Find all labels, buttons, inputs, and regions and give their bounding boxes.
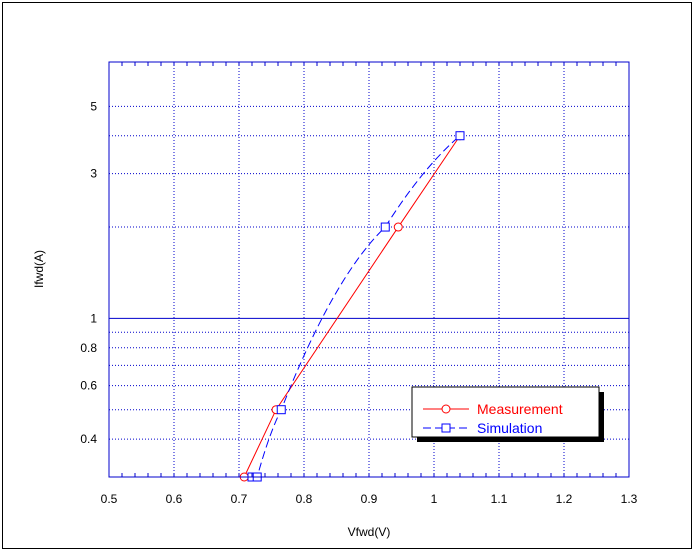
x-tick-label: 1.3 — [621, 492, 638, 506]
y-axis-label: Ifwd(A) — [32, 250, 46, 288]
x-tick-label: 1 — [431, 492, 438, 506]
data-point-simulation — [276, 405, 286, 415]
y-tick-label: 1 — [90, 311, 97, 325]
ticks: 0.5 0.6 0.7 0.8 0.9 1 1.1 1.2 1.3 0.4 0.6 0.8 1 3 5 — [80, 62, 638, 506]
y-tick-label: 0.4 — [80, 432, 97, 446]
legend-measurement-label: Measurement — [477, 401, 563, 417]
x-tick-label: 1.1 — [491, 492, 508, 506]
data-point-simulation — [380, 222, 390, 232]
x-tick-label: 0.7 — [231, 492, 248, 506]
series-line-measurement — [243, 135, 461, 478]
legend-measurement-marker — [441, 404, 451, 414]
legend: Measurement Simulation — [411, 386, 604, 442]
x-tick-label: 0.6 — [166, 492, 183, 506]
x-tick-label: 0.9 — [361, 492, 378, 506]
data-point-measurement — [393, 222, 403, 232]
y-tick-label: 5 — [90, 99, 97, 113]
y-tick-label: 0.6 — [80, 379, 97, 393]
legend-simulation-label: Simulation — [477, 420, 542, 436]
y-tick-label: 3 — [90, 167, 97, 181]
x-tick-label: 0.8 — [296, 492, 313, 506]
x-axis-label: Vfwd(V) — [348, 525, 391, 539]
data-point-simulation — [455, 131, 465, 141]
legend-simulation-marker — [441, 423, 451, 433]
y-tick-label: 0.8 — [80, 341, 97, 355]
x-tick-label: 1.2 — [556, 492, 573, 506]
x-tick-label: 0.5 — [101, 492, 118, 506]
chart: 0.5 0.6 0.7 0.8 0.9 1 1.1 1.2 1.3 0.4 0.6 0.8 1 3 5 Vf… — [32, 61, 638, 539]
